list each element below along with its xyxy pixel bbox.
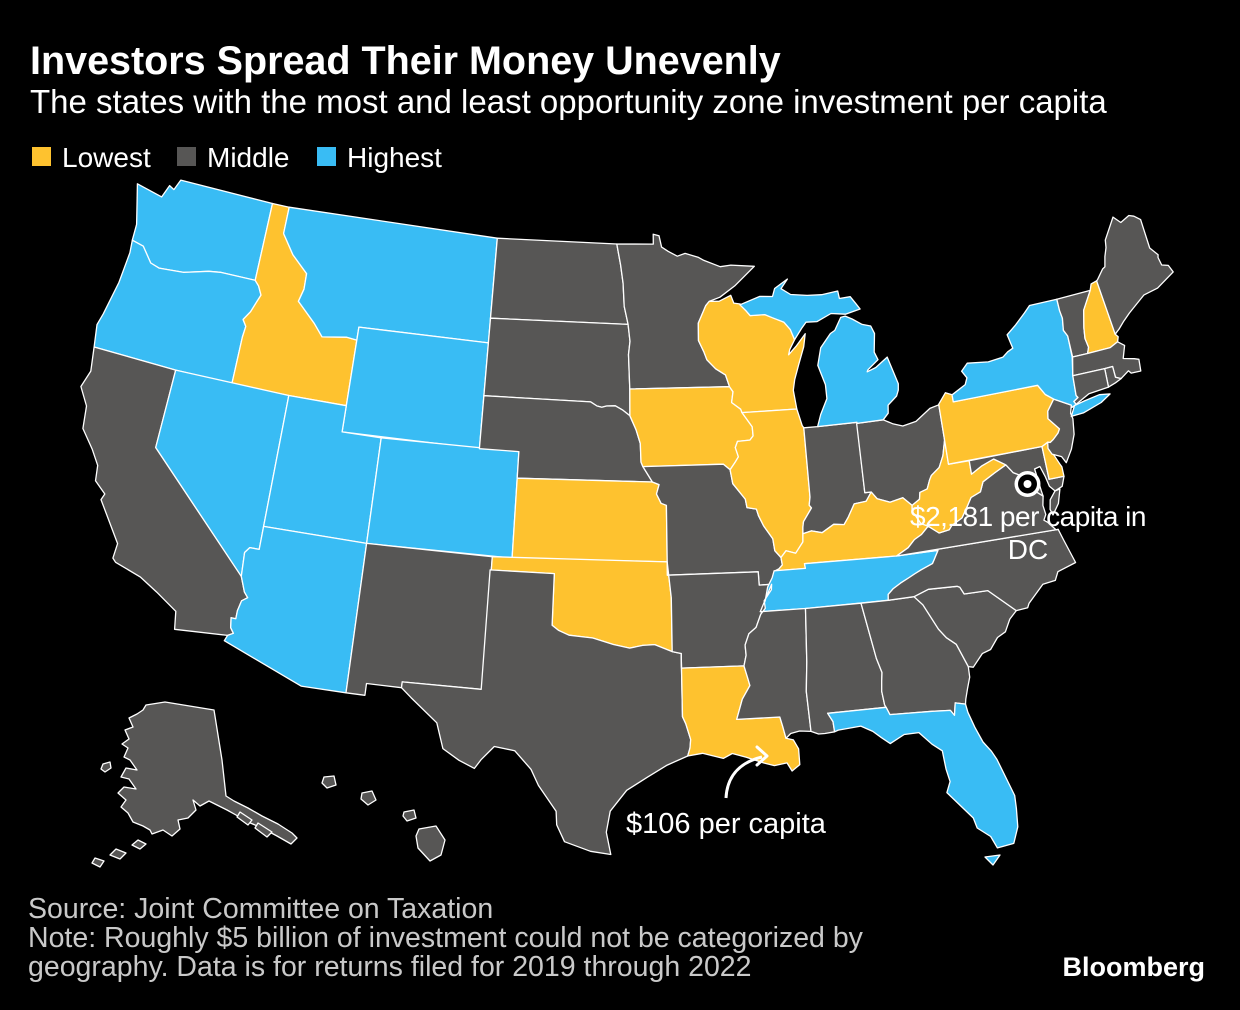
svg-text:Investors Spread Their Money U: Investors Spread Their Money Unevenly bbox=[30, 39, 781, 83]
svg-text:Bloomberg: Bloomberg bbox=[1062, 952, 1205, 982]
svg-text:$106 per capita: $106 per capita bbox=[626, 808, 827, 840]
svg-text:The states with the most and l: The states with the most and least oppor… bbox=[30, 83, 1107, 120]
svg-text:Lowest: Lowest bbox=[62, 142, 151, 173]
svg-text:Middle: Middle bbox=[207, 142, 289, 173]
svg-text:DC: DC bbox=[1008, 534, 1048, 565]
svg-text:Source: Joint Committee on Tax: Source: Joint Committee on Taxation bbox=[28, 893, 493, 925]
svg-text:Note: Roughly $5 billion of in: Note: Roughly $5 billion of investment c… bbox=[28, 922, 864, 954]
svg-text:Highest: Highest bbox=[347, 142, 442, 173]
svg-text:$2,181 per capita in: $2,181 per capita in bbox=[910, 501, 1146, 532]
svg-text:geography. Data is for returns: geography. Data is for returns filed for… bbox=[28, 951, 752, 983]
